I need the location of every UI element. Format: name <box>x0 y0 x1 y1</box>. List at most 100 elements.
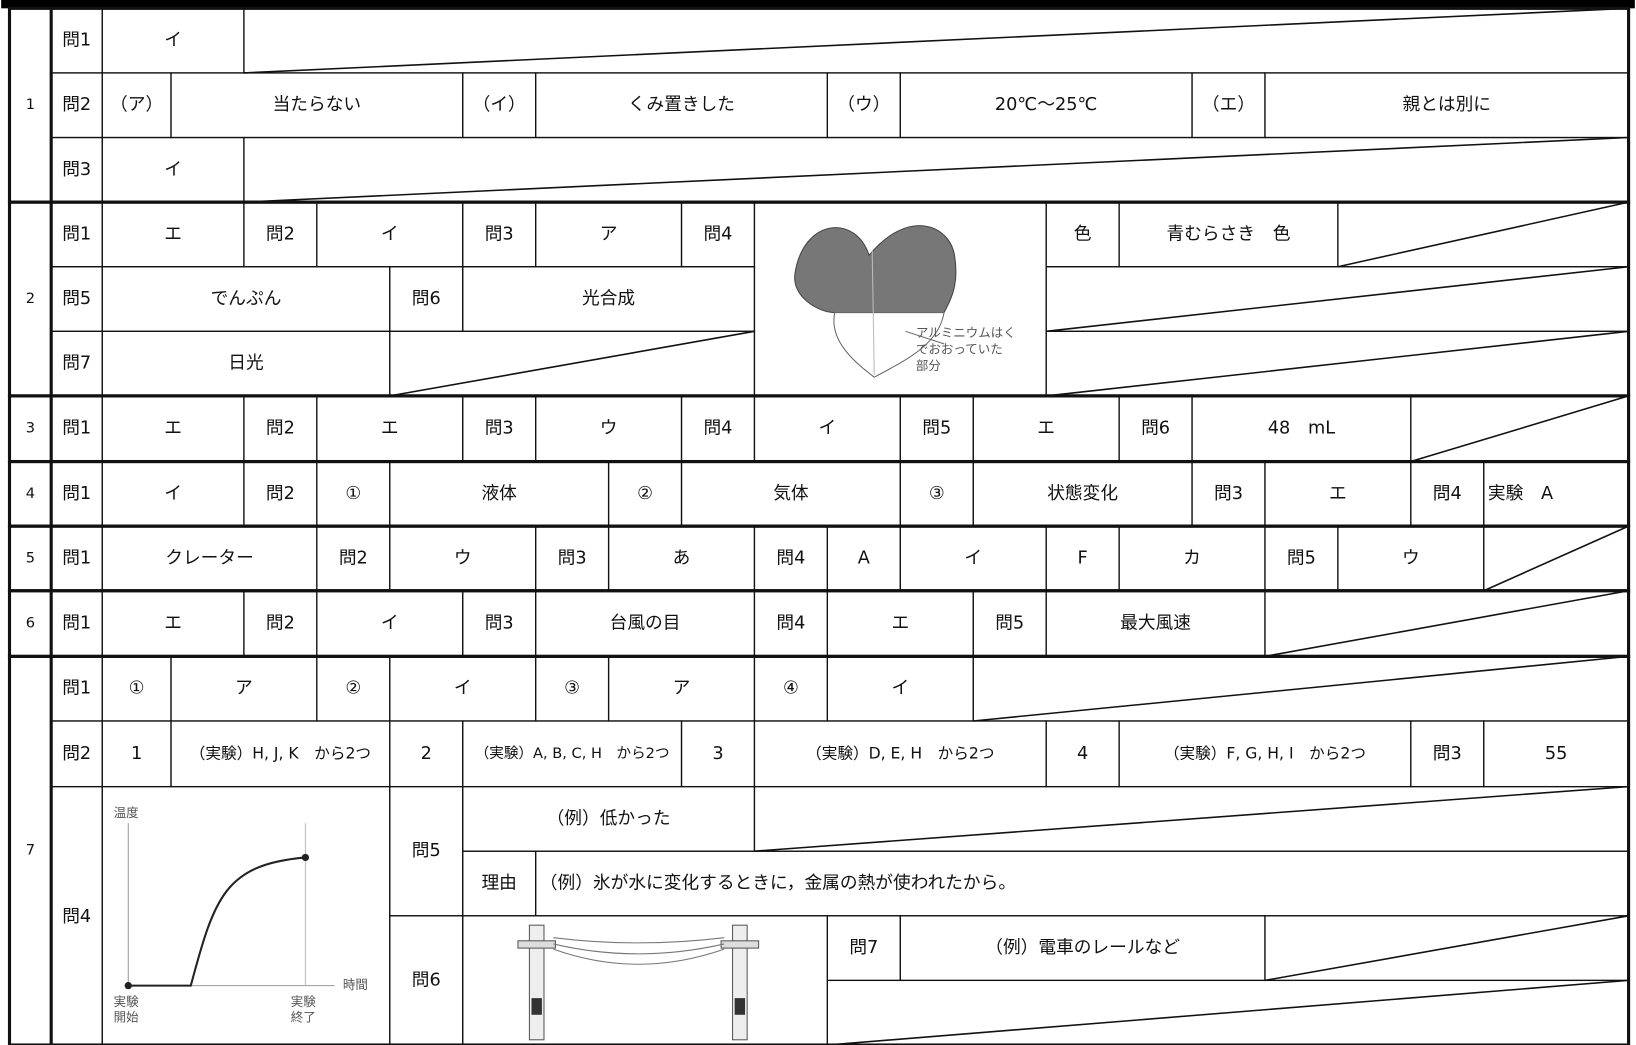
cell-text: ア <box>600 224 618 244</box>
section-number: 2 <box>26 290 35 307</box>
section-number: 7 <box>26 842 35 859</box>
cell-text: 問4 <box>703 419 732 439</box>
cell-text: イ <box>454 679 472 699</box>
pole-band <box>734 998 746 1015</box>
cell-text: 2 <box>421 744 432 764</box>
cell-text: 問2 <box>266 614 295 634</box>
graph-dot <box>301 853 310 862</box>
section-number: 5 <box>26 549 35 566</box>
cell-text: 問2 <box>266 419 295 439</box>
graph-label: 時間 <box>343 977 368 992</box>
cell-text: （実験）A, B, C, H から2つ <box>475 745 670 762</box>
graph-label: 実験 <box>291 994 317 1009</box>
cell-text: 実験 A <box>1488 483 1553 504</box>
cell-text: 問3 <box>485 419 514 439</box>
section-border <box>7 6 1631 204</box>
cell-text: 問3 <box>1433 744 1462 764</box>
graph-label: 終了 <box>291 1009 316 1024</box>
wires <box>553 937 725 965</box>
slash <box>1046 330 1629 397</box>
cell-text: エ <box>1329 484 1347 504</box>
cell-text: ② <box>637 484 653 504</box>
cell-text: 問6 <box>412 970 441 990</box>
pole-band <box>531 998 542 1015</box>
slash <box>1046 265 1629 333</box>
cell-text: イ <box>381 224 399 244</box>
slash <box>1337 201 1629 268</box>
cell-text: 問5 <box>995 614 1024 634</box>
cell-text: （実験）D, E, H から2つ <box>806 744 994 762</box>
cell-text: 問2 <box>62 95 91 115</box>
cell-text: イ <box>964 548 982 568</box>
cell-text: 問2 <box>266 224 295 244</box>
cell-text: 液体 <box>481 483 517 504</box>
cell-text: 問1 <box>62 679 91 699</box>
leaf-top <box>794 225 957 314</box>
cell-text: エ <box>164 614 182 634</box>
cell-text: 問6 <box>412 289 441 309</box>
slash <box>1410 395 1629 463</box>
cell-text: イ <box>891 679 909 699</box>
cell-text: 20℃～25℃ <box>995 95 1098 115</box>
cell-text: 問4 <box>1433 484 1462 504</box>
cell-text: F <box>1078 548 1088 568</box>
figure-label: でおおっていた <box>916 342 1003 357</box>
graph-label: 実験 <box>114 994 140 1009</box>
cell-text: 問5 <box>922 419 951 439</box>
cell-text: ② <box>345 679 361 699</box>
cell-text: 親とは別に <box>1403 94 1492 115</box>
section-border <box>7 589 1631 658</box>
cell-text: 問1 <box>62 419 91 439</box>
cell-text: 4 <box>1077 744 1088 764</box>
cell-text: 問4 <box>776 614 805 634</box>
cell-text: 問1 <box>62 614 91 634</box>
cell-text: 問7 <box>849 938 878 958</box>
cell-text: ④ <box>783 679 799 699</box>
cell-text: 問3 <box>1214 484 1243 504</box>
cell-text: ウ <box>600 418 618 439</box>
slash <box>754 785 1629 852</box>
cell-text: （イ） <box>473 95 526 115</box>
graph-dot <box>124 981 132 990</box>
graph-curve <box>128 856 306 987</box>
cell-text: ① <box>345 484 361 504</box>
cell-text: 当たらない <box>273 94 362 115</box>
slash <box>1264 589 1629 658</box>
section-number: 1 <box>26 96 35 113</box>
cell-text: ① <box>129 679 145 699</box>
cell <box>462 915 829 1045</box>
cell-text: 問1 <box>62 484 91 504</box>
cell-text: 問5 <box>1287 548 1316 568</box>
section-number: 3 <box>26 420 35 437</box>
cell-text: 問3 <box>62 160 91 180</box>
cell-text: エ <box>381 419 399 439</box>
cell-text: 問2 <box>339 548 368 568</box>
graph-label: 温度 <box>114 805 140 820</box>
section-border <box>7 654 1631 1045</box>
figures <box>124 225 957 1041</box>
top-bar <box>1 0 1635 9</box>
slash <box>1483 525 1629 592</box>
cell-text: 問4 <box>62 907 91 927</box>
cell-text: 1 <box>131 744 142 764</box>
crossbar <box>720 940 760 949</box>
cell-text: イ <box>164 160 182 180</box>
cell-text: 問3 <box>485 614 514 634</box>
cell-text: （例）電車のレールなど <box>985 937 1180 958</box>
cell-text: イ <box>164 31 182 51</box>
cell-text: 問1 <box>62 224 91 244</box>
cell-text: ウ <box>454 547 472 568</box>
cell-text: 3 <box>712 744 723 764</box>
cell-text: 青むらさき 色 <box>1167 223 1291 244</box>
cell-text: 問7 <box>62 354 91 374</box>
section-number: 6 <box>26 615 35 632</box>
cell-text: エ <box>891 614 909 634</box>
cell-text: ③ <box>929 484 945 504</box>
cell-text: （ウ） <box>837 94 890 115</box>
slash <box>973 655 1629 722</box>
cell-text: （ア） <box>110 95 163 115</box>
leaf-bottom <box>833 312 945 378</box>
cell-text: 問5 <box>412 841 441 861</box>
